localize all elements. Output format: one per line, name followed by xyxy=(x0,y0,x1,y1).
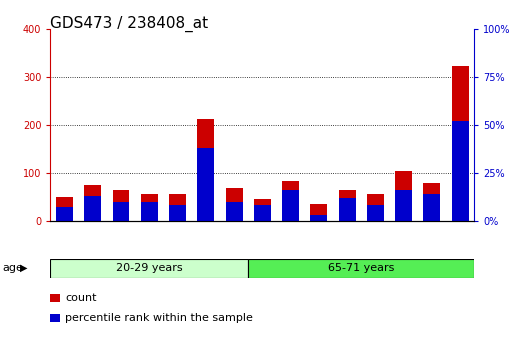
FancyBboxPatch shape xyxy=(248,259,474,278)
Bar xyxy=(395,190,412,221)
Bar xyxy=(282,190,299,221)
Bar xyxy=(423,194,440,221)
Bar xyxy=(141,195,158,221)
Bar xyxy=(282,180,299,221)
Bar xyxy=(452,121,469,221)
Bar xyxy=(226,188,243,221)
Bar xyxy=(169,206,186,221)
Bar xyxy=(112,201,129,221)
Bar xyxy=(395,171,412,221)
Text: age: age xyxy=(3,263,23,273)
Bar xyxy=(226,201,243,221)
Bar xyxy=(141,201,158,221)
Bar xyxy=(367,195,384,221)
Bar xyxy=(452,66,469,221)
FancyBboxPatch shape xyxy=(50,259,248,278)
Bar xyxy=(339,190,356,221)
Text: 20-29 years: 20-29 years xyxy=(116,263,183,273)
Text: 65-71 years: 65-71 years xyxy=(328,263,394,273)
Bar xyxy=(197,148,214,221)
Text: count: count xyxy=(65,293,96,303)
Text: percentile rank within the sample: percentile rank within the sample xyxy=(65,313,253,323)
Bar xyxy=(311,204,328,221)
Bar xyxy=(169,195,186,221)
Bar xyxy=(84,196,101,221)
Bar xyxy=(367,206,384,221)
Bar xyxy=(56,207,73,221)
Bar xyxy=(254,199,271,221)
Bar xyxy=(311,215,328,221)
Bar xyxy=(56,197,73,221)
Bar xyxy=(112,190,129,221)
Bar xyxy=(84,185,101,221)
Bar xyxy=(423,183,440,221)
Bar xyxy=(197,119,214,221)
Text: GDS473 / 238408_at: GDS473 / 238408_at xyxy=(50,16,208,32)
Text: ▶: ▶ xyxy=(20,263,28,273)
Bar xyxy=(339,198,356,221)
Bar xyxy=(254,206,271,221)
